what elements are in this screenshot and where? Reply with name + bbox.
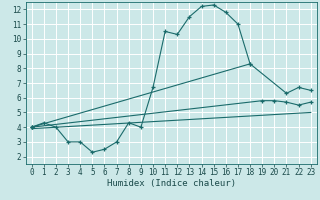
X-axis label: Humidex (Indice chaleur): Humidex (Indice chaleur) bbox=[107, 179, 236, 188]
